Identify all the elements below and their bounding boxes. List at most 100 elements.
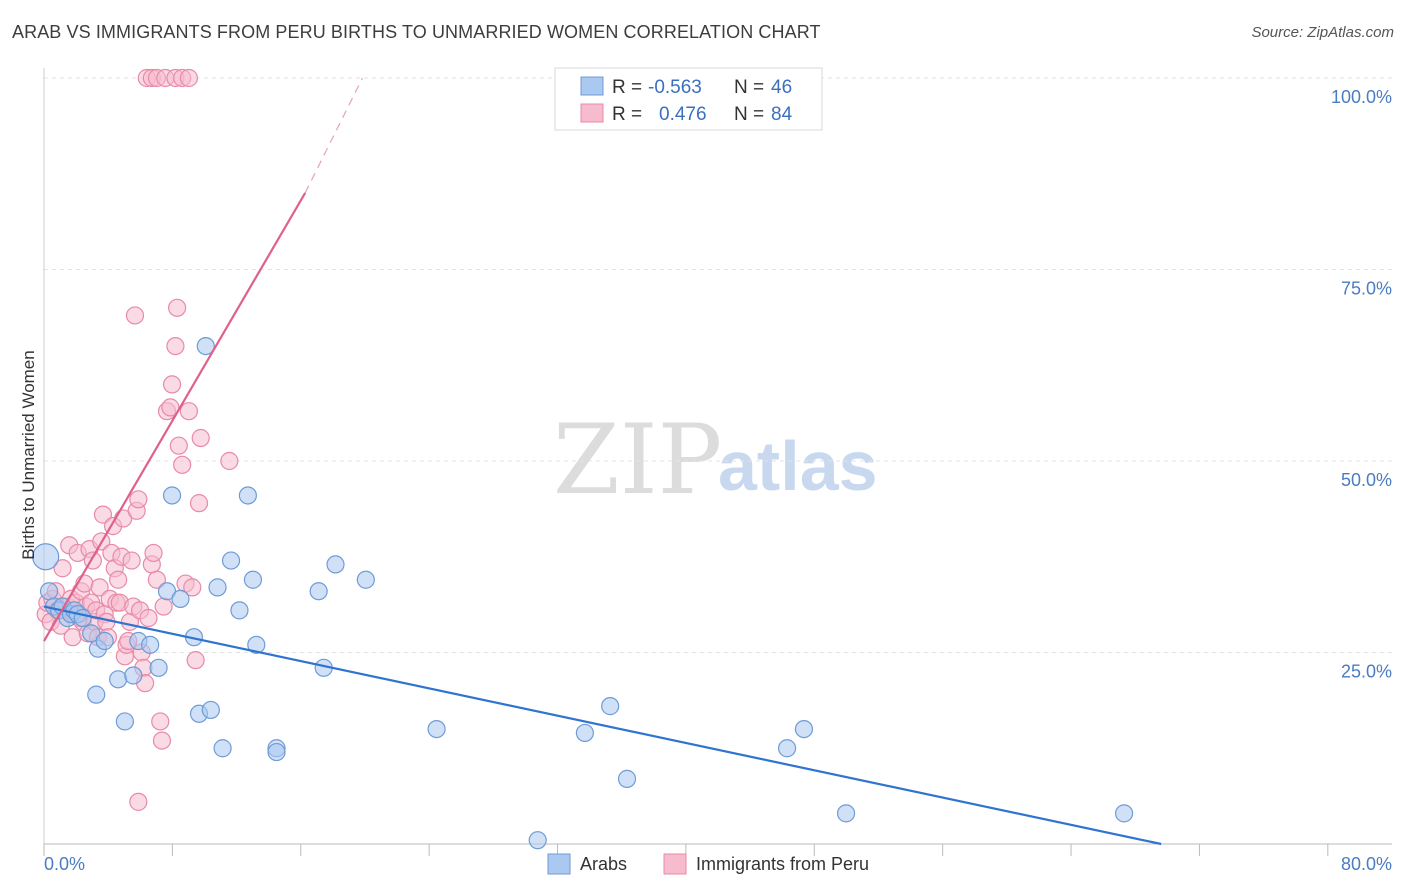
peru-point-70 (179, 402, 199, 421)
series-peru-points (36, 68, 239, 811)
peru-point-60 (152, 731, 172, 750)
arabs-point-43 (601, 697, 620, 716)
peru-point-71 (183, 578, 202, 597)
peru-point-50 (129, 490, 148, 509)
legend-r-label-peru: R = (612, 104, 642, 125)
legend-r-value-peru: 0.476 (659, 104, 707, 125)
peru-point-73 (189, 494, 209, 513)
peru-point-67 (169, 436, 188, 455)
peru-point-59 (151, 712, 170, 731)
arabs-point-45 (777, 739, 797, 758)
peru-point-63 (161, 398, 180, 417)
arabs-point-36 (309, 582, 328, 601)
bottom-legend-swatch-arabs (547, 853, 571, 875)
peru-point-39 (109, 570, 128, 589)
legend-bottom: Arabs Immigrants from Peru (547, 853, 869, 875)
peru-point-68 (173, 455, 192, 474)
arabs-point-33 (247, 635, 266, 654)
arabs-point-47 (836, 804, 856, 823)
peru-point-66 (168, 298, 187, 317)
arabs-point-29 (221, 551, 241, 570)
arabs-point-42 (575, 723, 594, 743)
legend-top: R = -0.563 N = 46 R = 0.476 N = 84 (554, 67, 823, 131)
arabs-point-0 (32, 543, 60, 571)
arabs-point-10 (82, 624, 101, 643)
peru-point-64 (162, 375, 182, 394)
peru-point-72 (186, 651, 205, 670)
arabs-point-19 (149, 658, 168, 677)
axes (43, 68, 1392, 856)
peru-point-30 (93, 505, 113, 524)
bottom-legend-swatch-peru (663, 853, 687, 875)
peru-point-82 (179, 68, 199, 88)
peru-point-28 (90, 578, 109, 597)
peru-point-65 (166, 337, 185, 356)
peru-point-84 (129, 792, 148, 811)
arabs-point-26 (201, 700, 220, 720)
arabs-point-24 (196, 337, 215, 356)
arabs-point-20 (157, 582, 177, 601)
legend-r-label-arabs: R = (612, 77, 642, 98)
peru-point-75 (220, 451, 239, 471)
arabs-point-15 (115, 712, 134, 731)
arabs-point-38 (326, 555, 345, 574)
legend-n-value-arabs: 46 (771, 77, 792, 98)
arabs-point-22 (171, 589, 190, 608)
trend-lines (43, 77, 1162, 846)
arabs-point-32 (243, 570, 263, 589)
y-tick-label-1: 75.0% (1341, 279, 1392, 299)
arabs-point-18 (141, 635, 160, 654)
arabs-point-48 (1114, 804, 1134, 823)
peru-point-61 (154, 597, 173, 616)
arabs-point-31 (238, 486, 257, 505)
arabs-point-30 (230, 601, 249, 620)
arabs-point-46 (794, 719, 814, 739)
y-tick-label-3: 25.0% (1341, 662, 1392, 682)
peru-point-7 (53, 559, 72, 578)
y-tick-label-2: 50.0% (1341, 470, 1392, 490)
peru-point-47 (122, 551, 141, 570)
legend-n-label-arabs: N = (734, 77, 764, 98)
y-tick-label-0: 100.0% (1331, 87, 1392, 107)
y-axis-label: Births to Unmarried Women (19, 350, 38, 559)
legend-swatch-peru (580, 103, 604, 123)
arabs-point-14 (109, 670, 128, 689)
arabs-point-27 (208, 578, 227, 597)
x-tick-min: 0.0% (44, 854, 85, 874)
arabs-point-35 (267, 742, 286, 762)
y-tick-labels: 100.0% 75.0% 50.0% 25.0% (1331, 87, 1392, 682)
chart-title: ARAB VS IMMIGRANTS FROM PERU BIRTHS TO U… (12, 22, 821, 42)
peru-point-83 (125, 306, 145, 325)
series-arabs-points (32, 337, 1134, 850)
arabs-point-21 (162, 486, 182, 505)
arabs-point-13 (87, 685, 106, 704)
arabs-point-28 (213, 739, 232, 758)
peru-trend-line-extension (304, 77, 364, 194)
peru-point-12 (63, 628, 82, 647)
peru-point-74 (191, 428, 210, 448)
arabs-point-40 (427, 719, 446, 739)
peru-point-55 (139, 608, 158, 628)
legend-r-value-arabs: -0.563 (648, 77, 702, 98)
grid-lines (44, 77, 1392, 653)
legend-n-label-peru: N = (734, 104, 764, 125)
arabs-point-41 (528, 831, 547, 850)
chart-source: Source: ZipAtlas.com (1251, 24, 1394, 41)
arabs-point-9 (73, 608, 92, 628)
watermark-zip: ZIP (553, 404, 722, 516)
arabs-trend-line (43, 605, 1162, 846)
arabs-point-16 (124, 666, 143, 685)
peru-point-58 (147, 570, 166, 589)
arabs-point-39 (356, 570, 375, 589)
x-tick-max: 80.0% (1341, 854, 1392, 874)
bottom-legend-label-arabs: Arabs (580, 854, 627, 874)
legend-n-value-peru: 84 (771, 104, 793, 125)
watermark-atlas: atlas (718, 427, 878, 505)
peru-trend-line (43, 192, 307, 642)
bottom-legend-label-peru: Immigrants from Peru (696, 854, 869, 874)
arabs-point-44 (617, 769, 637, 788)
arabs-point-12 (95, 631, 114, 651)
legend-swatch-arabs (580, 76, 604, 96)
peru-point-57 (144, 543, 163, 563)
